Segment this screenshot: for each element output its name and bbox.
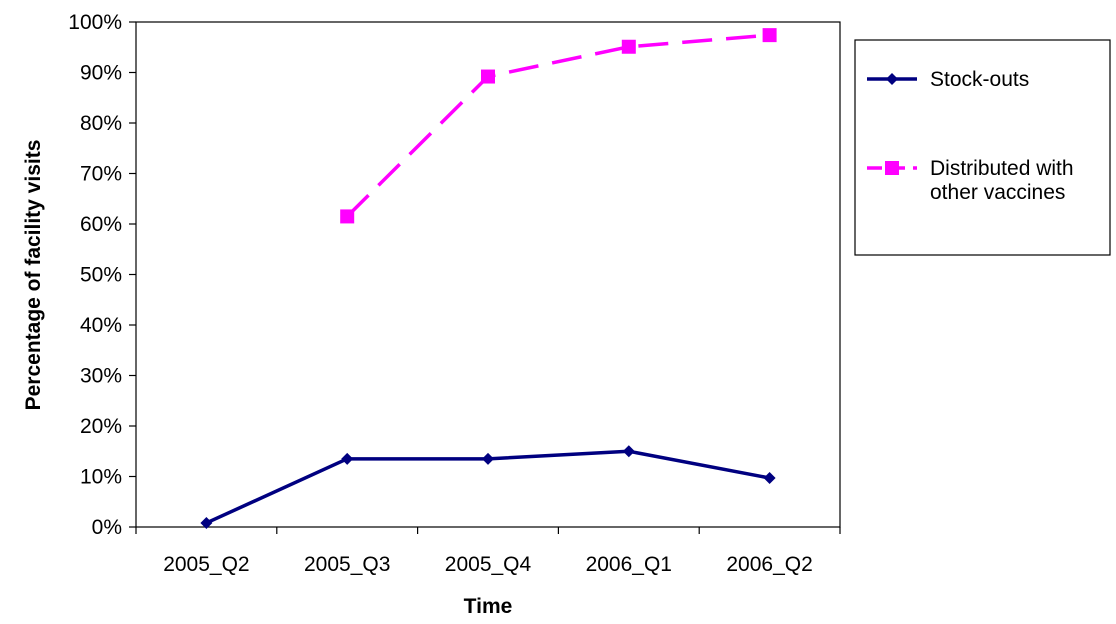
series-stock-outs bbox=[200, 445, 776, 529]
plot-area bbox=[135, 21, 841, 528]
y-axis: 0% 10% 20% 30% 40% 50% 60% 70% 80% 90% 100% bbox=[68, 11, 136, 539]
y-tick-label: 60% bbox=[80, 213, 122, 236]
y-tick-label: 0% bbox=[92, 516, 122, 539]
x-tick-label: 2005_Q3 bbox=[304, 553, 390, 576]
y-tick-label: 10% bbox=[80, 466, 122, 489]
x-axis: 2005_Q2 2005_Q3 2005_Q4 2006_Q1 2006_Q2 bbox=[135, 527, 841, 576]
legend-label-stock-outs: Stock-outs bbox=[930, 68, 1029, 91]
data-point-distributed-with-other-vaccines bbox=[340, 209, 355, 224]
y-tick-label: 90% bbox=[80, 62, 122, 85]
y-tick-label: 40% bbox=[80, 314, 122, 337]
data-point-stock-outs bbox=[200, 516, 213, 529]
y-tick-label: 20% bbox=[80, 415, 122, 438]
series-layer bbox=[200, 28, 777, 529]
data-point-stock-outs bbox=[622, 445, 635, 458]
y-tick-label: 50% bbox=[80, 264, 122, 287]
data-point-stock-outs bbox=[763, 472, 776, 485]
data-point-stock-outs bbox=[482, 452, 494, 465]
y-tick-label: 100% bbox=[68, 11, 122, 34]
x-tick-label: 2006_Q2 bbox=[726, 553, 812, 576]
x-tick-label: 2005_Q2 bbox=[163, 553, 249, 576]
legend-marker-stock-outs bbox=[886, 73, 898, 85]
y-tick-label: 30% bbox=[80, 365, 122, 388]
y-axis-title: Percentage of facility visits bbox=[22, 140, 45, 411]
legend-box bbox=[854, 39, 1111, 256]
y-tick-label: 70% bbox=[80, 163, 122, 186]
x-tick-label: 2006_Q1 bbox=[586, 553, 672, 576]
legend-label-distributed-with-other-vaccines: Distributed with other vaccines bbox=[930, 157, 1074, 204]
series-line-distributed-with-other-vaccines bbox=[345, 33, 770, 218]
data-point-distributed-with-other-vaccines bbox=[762, 28, 777, 43]
legend-marker-distributed-with-other-vaccines bbox=[885, 161, 899, 175]
y-tick-label: 80% bbox=[80, 112, 122, 135]
x-tick-label: 2005_Q4 bbox=[445, 553, 532, 576]
plot-frame bbox=[135, 21, 841, 528]
data-point-distributed-with-other-vaccines bbox=[481, 69, 495, 84]
data-point-stock-outs bbox=[341, 452, 354, 465]
series-distributed-with-other-vaccines bbox=[340, 28, 777, 224]
x-axis-title: Time bbox=[464, 595, 513, 618]
legend: Stock-outs Distributed with other vaccines bbox=[854, 39, 1111, 256]
data-point-distributed-with-other-vaccines bbox=[621, 39, 636, 54]
